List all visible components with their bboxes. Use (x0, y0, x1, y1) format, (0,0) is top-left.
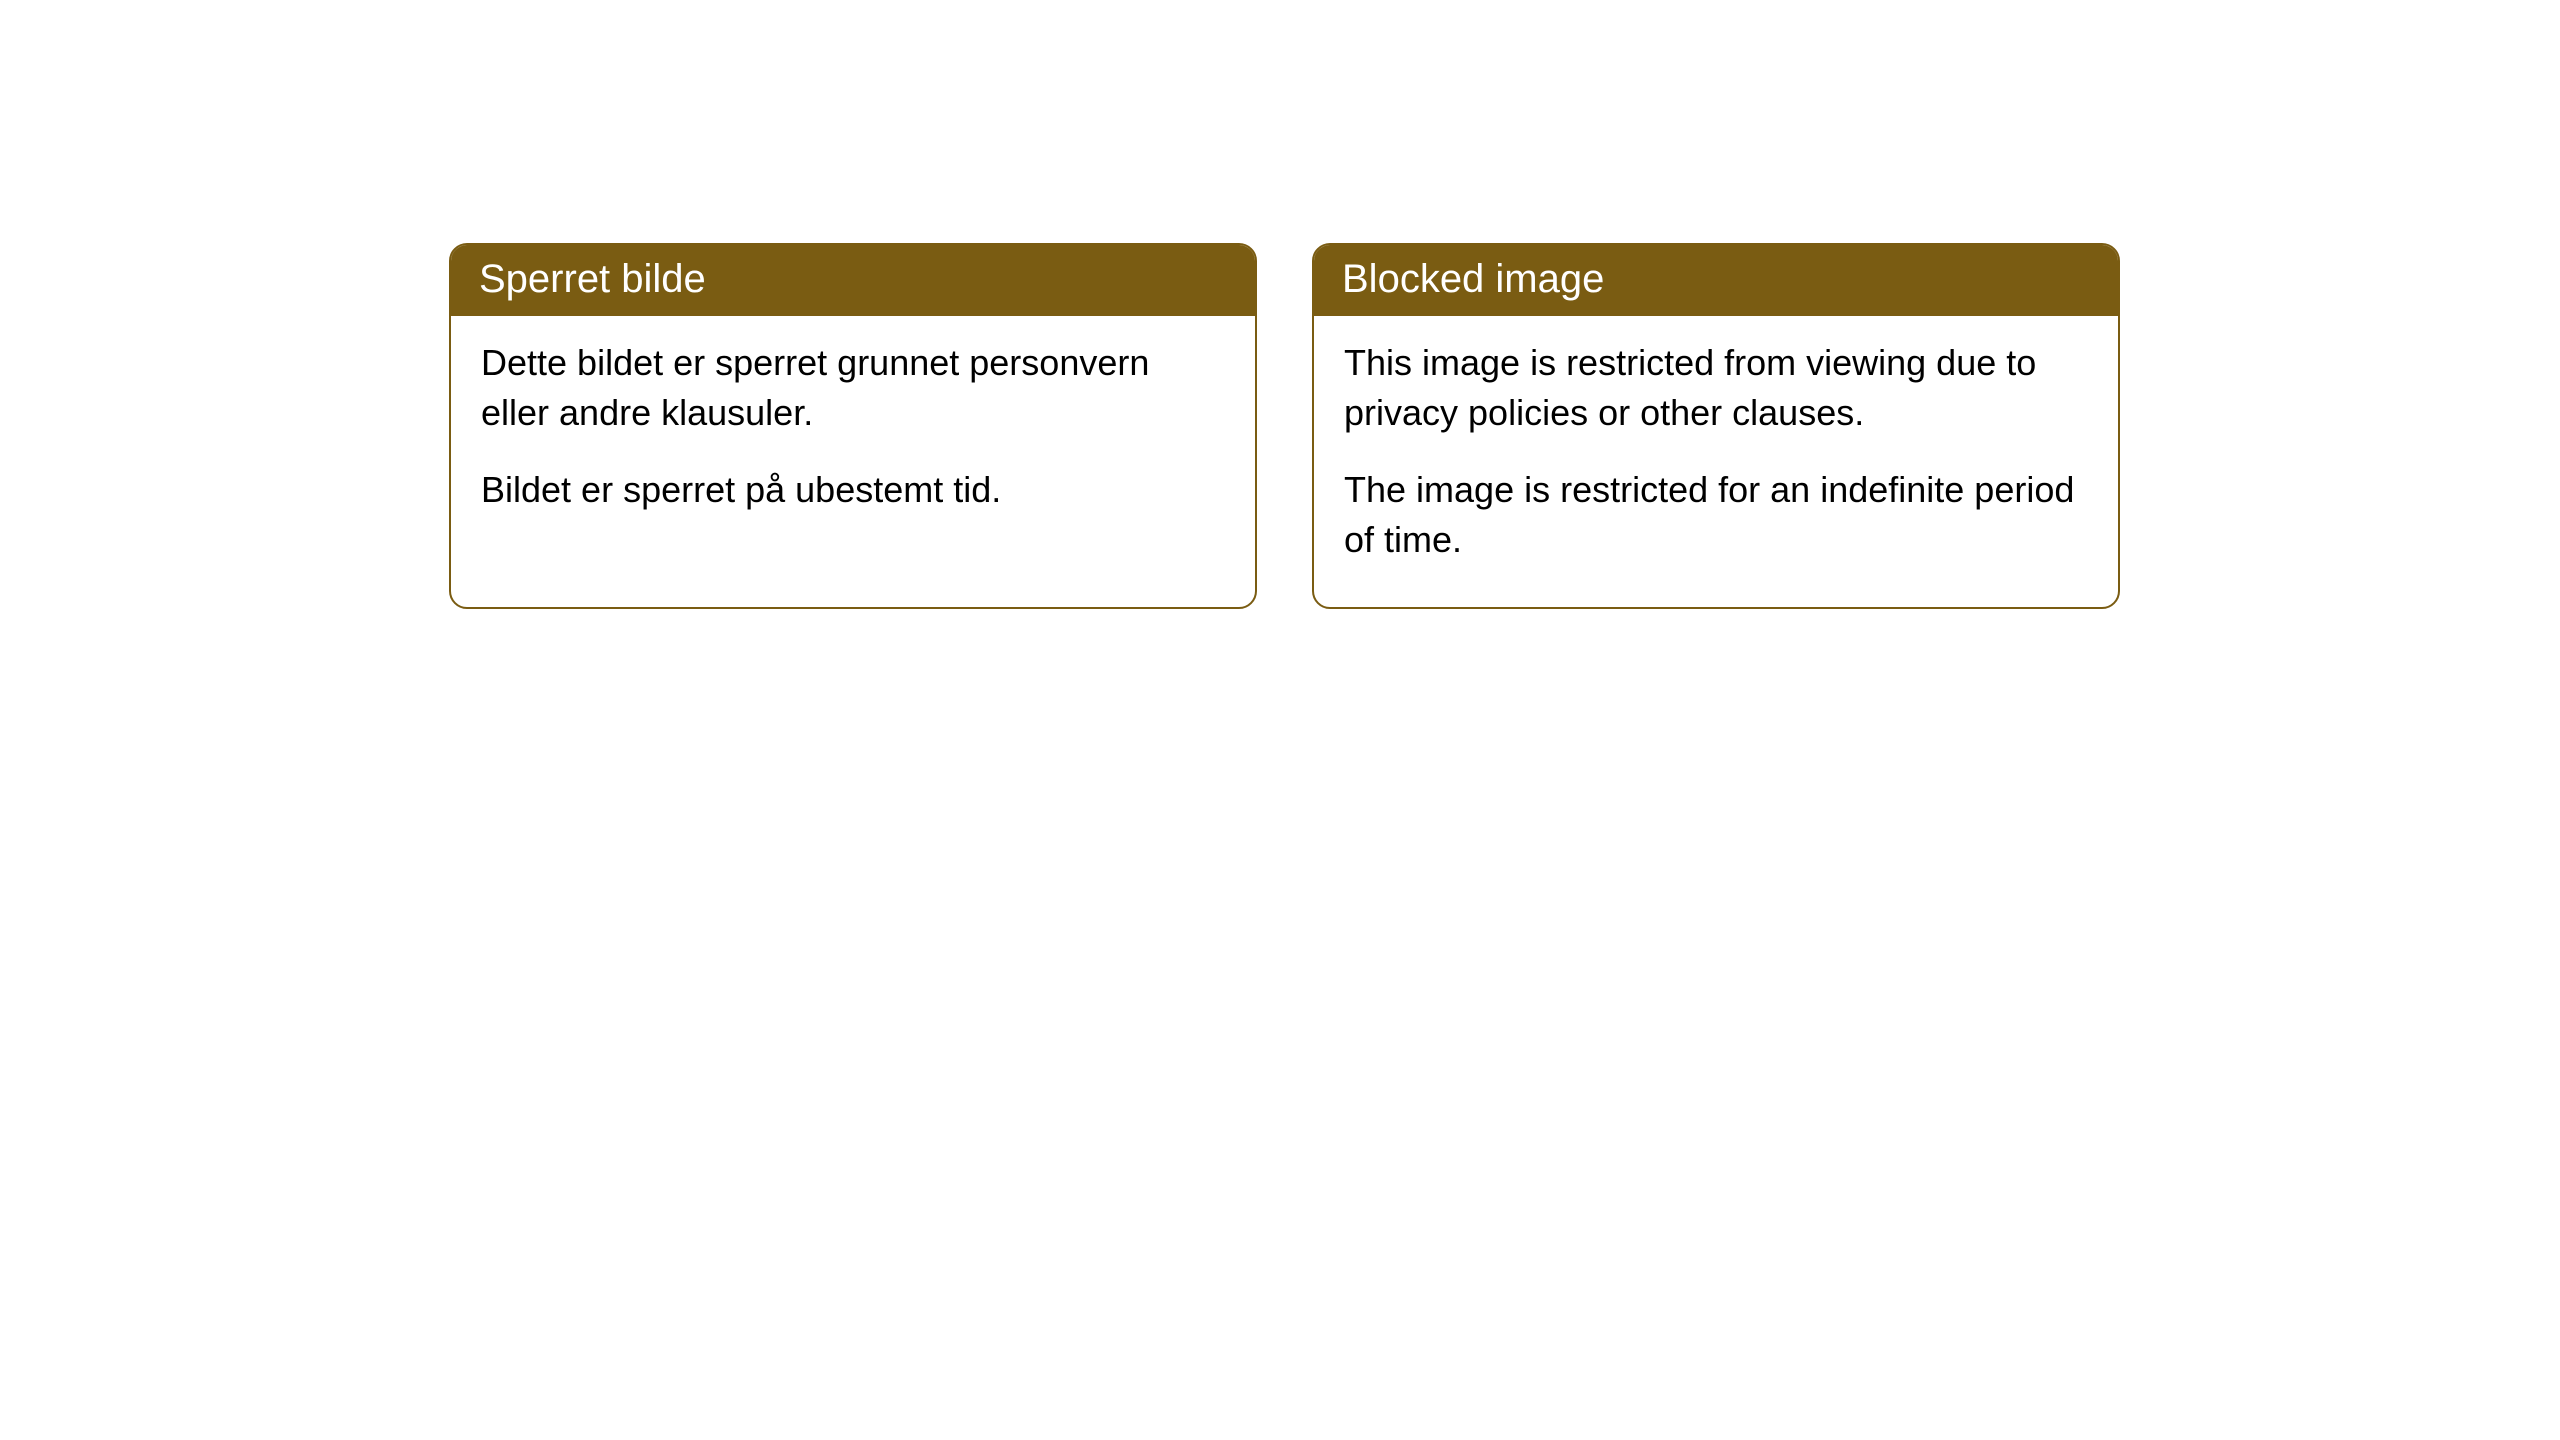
card-body-norwegian: Dette bildet er sperret grunnet personve… (451, 316, 1255, 557)
blocked-image-card-english: Blocked image This image is restricted f… (1312, 243, 2120, 609)
card-text-english-1: This image is restricted from viewing du… (1344, 338, 2088, 437)
card-title-norwegian: Sperret bilde (451, 245, 1255, 316)
card-body-english: This image is restricted from viewing du… (1314, 316, 2118, 607)
card-text-norwegian-2: Bildet er sperret på ubestemt tid. (481, 465, 1225, 515)
blocked-image-card-norwegian: Sperret bilde Dette bildet er sperret gr… (449, 243, 1257, 609)
card-text-norwegian-1: Dette bildet er sperret grunnet personve… (481, 338, 1225, 437)
card-text-english-2: The image is restricted for an indefinit… (1344, 465, 2088, 564)
notice-cards-container: Sperret bilde Dette bildet er sperret gr… (449, 243, 2120, 609)
card-title-english: Blocked image (1314, 245, 2118, 316)
